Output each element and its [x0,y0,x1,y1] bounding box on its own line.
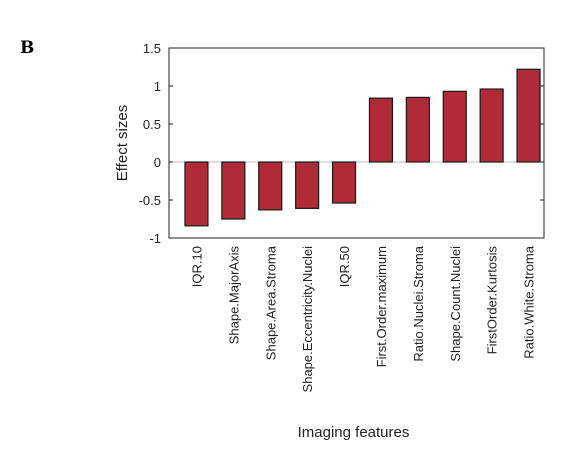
bar [258,161,283,211]
bar [368,97,394,163]
axes-box [168,47,545,239]
bar [516,68,541,163]
panel-letter: B [20,38,35,58]
y-tick-label: -0.5 [139,193,161,208]
y-tick-label: 0.5 [143,117,161,132]
x-axis-title: Imaging features [298,424,410,441]
x-tick-label: Shape.MajorAxis [226,246,241,345]
x-tick-label: FirstOrder.Kurtosis [485,246,500,355]
y-tick-label: 0 [154,155,161,170]
x-tick-label: Shape.Count.Nuclei [448,246,463,362]
bar [184,161,209,227]
y-axis-title: Effect sizes [114,105,131,181]
bar [221,161,246,220]
bar [442,90,467,163]
x-tick-label: IQR.10 [189,246,204,287]
x-tick-label: First.Order.maximum [374,246,389,367]
x-tick-label: Ratio.White.Stroma [522,245,537,358]
x-tick-label: IQR.50 [337,246,352,287]
y-tick-label: 1 [154,79,161,94]
x-tick-label: Shape.Eccentricity.Nuclei [300,246,315,393]
bar [331,161,357,204]
y-tick-label: 1.5 [143,41,161,56]
bar [295,161,320,209]
x-tick-label: Shape.Area.Stroma [263,245,278,360]
plot-area: IQR.10 Shape.MajorAxis Shape.Area.Stroma Sh… [139,41,545,393]
bar [479,88,504,163]
x-tick-label: Ratio.Nuclei.Stroma [411,245,426,361]
y-tick-label: -1 [149,231,161,246]
bar [405,96,430,163]
